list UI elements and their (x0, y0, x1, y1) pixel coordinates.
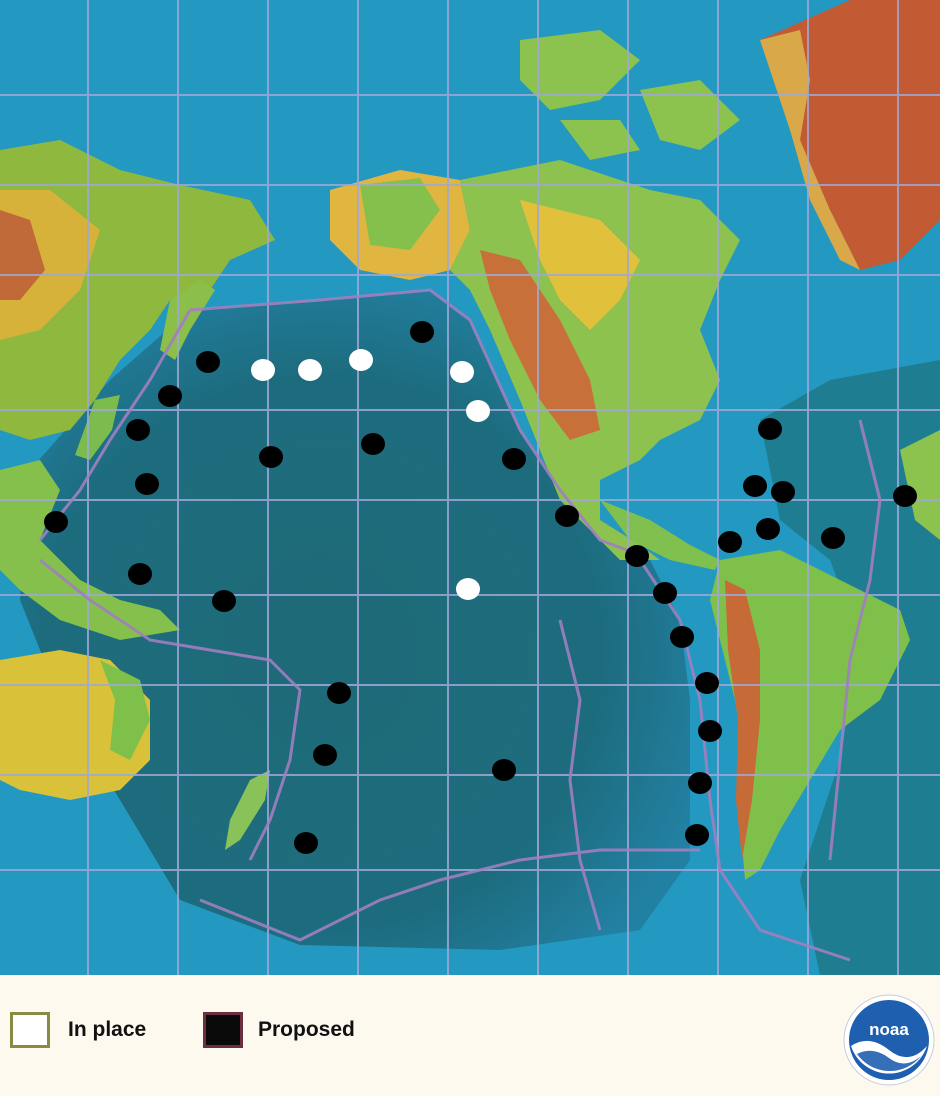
in-place-buoy-marker (456, 578, 480, 600)
proposed-buoy-marker (756, 518, 780, 540)
land-north-america (450, 160, 740, 560)
land-asia-core (0, 210, 45, 300)
proposed-buoy-marker (771, 481, 795, 503)
land-new-zealand (225, 770, 270, 850)
land-central-america (600, 500, 720, 570)
proposed-buoy-marker (821, 527, 845, 549)
legend (0, 975, 940, 1096)
legend-in-place-label: In place (68, 1018, 147, 1041)
land-plains (520, 200, 640, 330)
proposed-buoy-marker (502, 448, 526, 470)
map-area (0, 0, 940, 975)
proposed-buoy-marker (294, 832, 318, 854)
proposed-buoy-marker (653, 582, 677, 604)
legend-proposed-label: Proposed (258, 1018, 355, 1041)
noaa-logo-icon: noaa (843, 994, 935, 1086)
land-greenland-edge (760, 30, 860, 270)
proposed-buoy-marker (44, 511, 68, 533)
land-japan (75, 395, 120, 460)
proposed-buoy-marker (126, 419, 150, 441)
proposed-buoy-marker (758, 418, 782, 440)
proposed-buoy-marker (685, 824, 709, 846)
land-africa (900, 430, 940, 540)
in-place-buoy-marker (349, 349, 373, 371)
proposed-buoy-marker (135, 473, 159, 495)
proposed-buoy-marker (625, 545, 649, 567)
proposed-buoy-marker (259, 446, 283, 468)
proposed-buoy-marker (410, 321, 434, 343)
proposed-buoy-marker (361, 433, 385, 455)
plate-boundaries (38, 288, 882, 962)
proposed-buoy-marker (212, 590, 236, 612)
in-place-buoy-marker (450, 361, 474, 383)
proposed-buoy-marker (313, 744, 337, 766)
proposed-buoys (44, 321, 917, 854)
atlantic-basin (760, 360, 940, 975)
noaa-logo-text: noaa (869, 1020, 909, 1039)
land-rockies (480, 250, 600, 440)
proposed-buoy-marker (158, 385, 182, 407)
legend-proposed-swatch (203, 1012, 243, 1048)
in-place-buoy-marker (251, 359, 275, 381)
in-place-buoys (251, 349, 490, 600)
proposed-buoy-marker (688, 772, 712, 794)
proposed-buoy-marker (555, 505, 579, 527)
proposed-buoy-marker (718, 531, 742, 553)
proposed-buoy-marker (695, 672, 719, 694)
in-place-buoy-marker (466, 400, 490, 422)
proposed-buoy-marker (327, 682, 351, 704)
proposed-buoy-marker (743, 475, 767, 497)
land-arctic-islands (520, 30, 740, 160)
land-alaska-green (360, 178, 440, 250)
proposed-buoy-marker (128, 563, 152, 585)
land-south-america (710, 550, 910, 880)
proposed-buoy-marker (492, 759, 516, 781)
proposed-buoy-marker (698, 720, 722, 742)
proposed-buoy-marker (893, 485, 917, 507)
land-andes (725, 580, 760, 860)
proposed-buoy-marker (670, 626, 694, 648)
in-place-buoy-marker (298, 359, 322, 381)
proposed-buoy-marker (196, 351, 220, 373)
legend-in-place-swatch (10, 1012, 50, 1048)
